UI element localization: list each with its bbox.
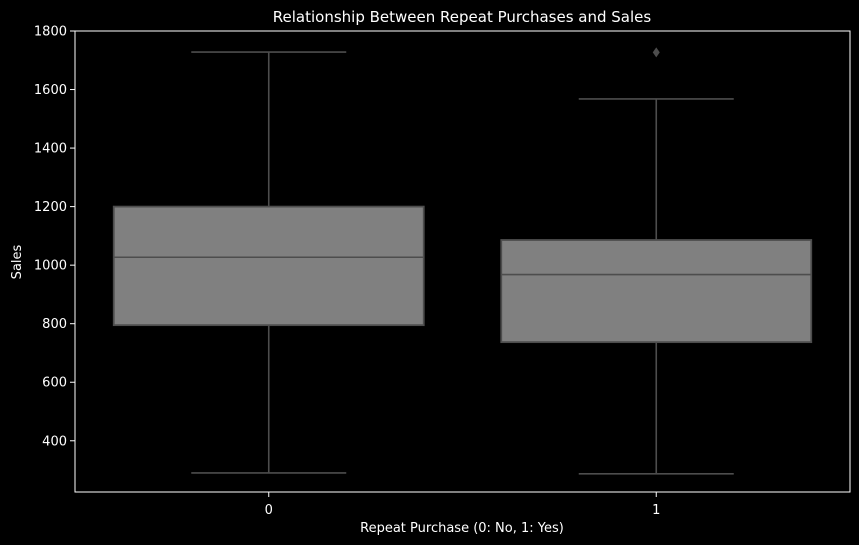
y-tick-label: 600 <box>42 376 67 391</box>
box-iqr <box>112 205 425 327</box>
chart-title: Relationship Between Repeat Purchases an… <box>273 8 652 26</box>
axes-frame <box>74 30 851 493</box>
outlier-point <box>652 47 660 58</box>
y-tick-label: 400 <box>42 434 67 449</box>
y-tick-label: 1000 <box>34 259 67 274</box>
y-axis: 400 600 800 1000 1200 1400 1600 1800 <box>34 25 75 449</box>
x-tick-label: 1 <box>652 503 660 518</box>
box-group-1 <box>500 47 813 475</box>
y-tick-label: 1200 <box>34 200 67 215</box>
box-group-0 <box>112 51 425 474</box>
y-tick-label: 1400 <box>34 142 67 157</box>
y-axis-label: Sales <box>10 244 25 279</box>
x-tick-label: 0 <box>265 503 273 518</box>
box-iqr <box>500 239 813 344</box>
y-tick-label: 800 <box>42 317 67 332</box>
y-tick-label: 1600 <box>34 83 67 98</box>
y-tick-label: 1800 <box>34 25 67 40</box>
x-axis-label: Repeat Purchase (0: No, 1: Yes) <box>360 521 564 536</box>
boxes-layer <box>112 47 813 475</box>
